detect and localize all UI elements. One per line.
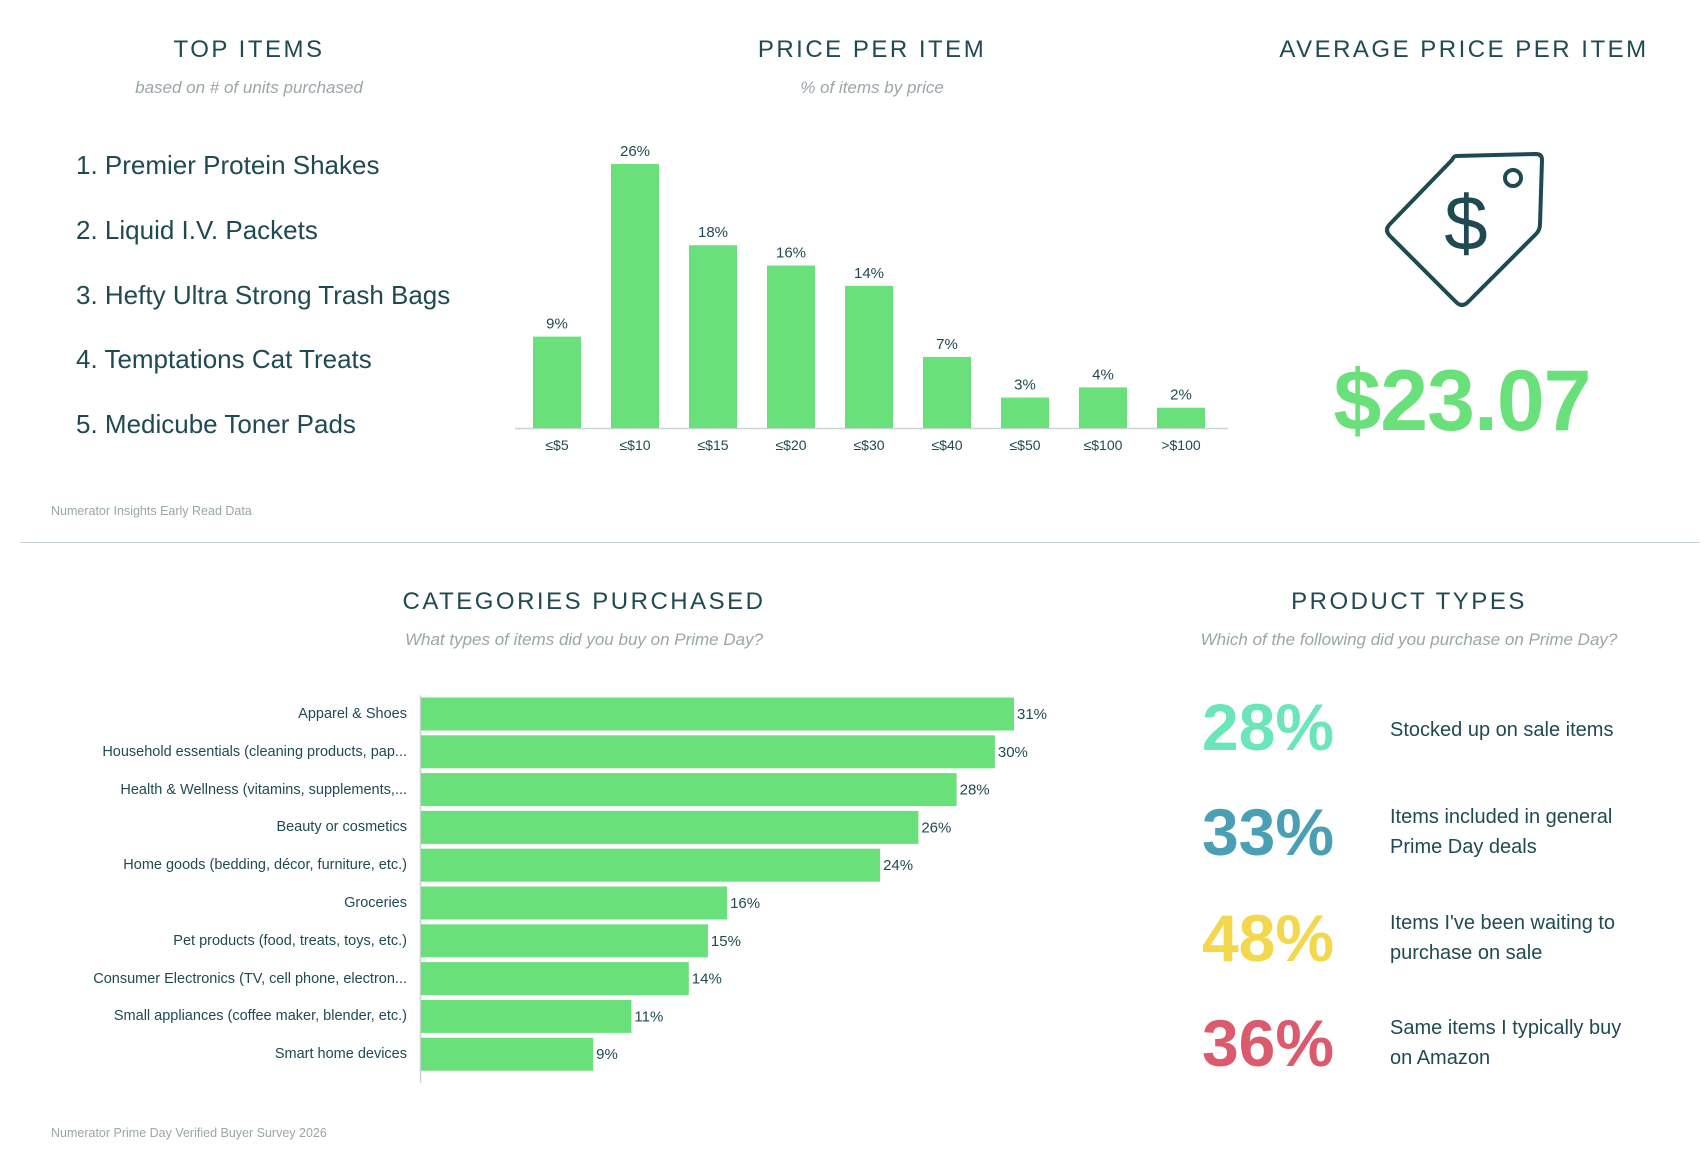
category-bar-value-label: 31%	[1017, 706, 1047, 723]
top-item-1: 1. Premier Protein Shakes	[76, 150, 380, 180]
category-bar	[421, 886, 728, 920]
price-bar	[923, 356, 971, 428]
price-category-label: ≤$5	[545, 437, 568, 453]
price-category-label: ≤$20	[775, 437, 806, 453]
svg-text:$: $	[1444, 179, 1487, 267]
product-type-4-text: Same items I typically buy on Amazon	[1390, 1017, 1622, 1069]
product-type-3-pct: 48%	[1201, 901, 1335, 975]
category-bar-value-label: 15%	[711, 933, 741, 950]
category-bar-value-label: 16%	[730, 895, 760, 912]
price-bar-value-label: 26%	[620, 143, 650, 160]
price-bar	[845, 285, 893, 428]
top-items-subtitle: based on # of units purchased	[135, 78, 363, 97]
top-item-5: 5. Medicube Toner Pads	[76, 409, 356, 439]
product-type-1-pct: 28%	[1201, 690, 1335, 764]
price-bar-value-label: 14%	[854, 265, 884, 282]
price-per-item-subtitle: % of items by price	[800, 78, 944, 97]
product-type-4-pct: 36%	[1201, 1006, 1335, 1080]
categories-source: Numerator Prime Day Verified Buyer Surve…	[51, 1126, 327, 1140]
categories-chart: 31% 30% 28% 26% 24% 16% 15% 14% 11% 9%	[419, 695, 1047, 1083]
price-bar	[1079, 387, 1127, 428]
product-type-1-text: Stocked up on sale items	[1390, 719, 1614, 741]
categories-subtitle: What types of items did you buy on Prime…	[404, 630, 764, 649]
price-bar	[611, 164, 659, 428]
top-item-3: 3. Hefty Ultra Strong Trash Bags	[76, 280, 451, 310]
category-bar	[421, 999, 632, 1033]
category-bar-value-label: 30%	[998, 744, 1028, 761]
price-bar-value-label: 3%	[1014, 377, 1036, 394]
average-price-value: $23.07	[1333, 353, 1591, 449]
category-label: Beauty or cosmetics	[276, 819, 407, 836]
price-bar-value-label: 16%	[776, 245, 806, 262]
price-category-label: ≤$10	[619, 437, 650, 453]
top-item-2: 2. Liquid I.V. Packets	[76, 215, 318, 245]
category-bar-value-label: 28%	[960, 782, 990, 799]
price-bar-value-label: 7%	[936, 336, 958, 353]
category-bar	[421, 848, 881, 882]
price-category-label: ≤$50	[1009, 437, 1040, 453]
price-per-item-chart: 9% ≤$5 26% ≤$10 18% ≤$15 16% ≤$20 14% ≤$30 7% ≤$40 3…	[515, 143, 1228, 453]
price-bar	[1157, 407, 1205, 428]
category-bar-value-label: 9%	[596, 1046, 618, 1063]
category-label: Smart home devices	[274, 1046, 407, 1063]
product-type-2-pct: 33%	[1201, 795, 1335, 869]
price-tag-dollar-icon: $	[1385, 152, 1544, 307]
category-label: Health & Wellness (vitamins, supplements…	[120, 781, 407, 798]
average-price-title: AVERAGE PRICE PER ITEM	[1279, 36, 1649, 63]
category-label: Pet products (food, treats, toys, etc.)	[173, 932, 407, 949]
category-label: Groceries	[344, 895, 407, 911]
category-bar	[421, 773, 957, 807]
price-bar	[1001, 397, 1049, 428]
product-type-3-text: Items I've been waiting to purchase on s…	[1390, 912, 1616, 964]
price-bar	[533, 336, 581, 428]
price-category-label: ≤$15	[697, 437, 728, 453]
price-bar-value-label: 4%	[1092, 366, 1114, 383]
price-bar	[689, 245, 737, 428]
category-bar	[421, 697, 1014, 731]
categories-title: CATEGORIES PURCHASED	[402, 588, 766, 615]
category-label: Home goods (bedding, décor, furniture, e…	[123, 857, 407, 874]
price-bar	[767, 265, 815, 428]
category-bar	[421, 924, 708, 958]
category-label: Apparel & Shoes	[298, 706, 407, 722]
top-items-title: TOP ITEMS	[173, 36, 325, 63]
price-category-label: >$100	[1161, 437, 1201, 453]
product-types-subtitle: Which of the following did you purchase …	[1200, 630, 1618, 649]
price-bar-value-label: 9%	[546, 316, 568, 333]
price-category-label: ≤$100	[1084, 437, 1123, 453]
category-bar	[421, 735, 995, 769]
category-bar	[421, 810, 919, 844]
price-per-item-title: PRICE PER ITEM	[757, 36, 987, 63]
price-bar-value-label: 2%	[1170, 387, 1192, 404]
category-bar-value-label: 26%	[921, 819, 951, 836]
category-bar-value-label: 14%	[692, 971, 722, 988]
category-label: Consumer Electronics (TV, cell phone, el…	[93, 970, 407, 987]
price-category-label: ≤$30	[853, 437, 884, 453]
category-bar-value-label: 11%	[634, 1008, 663, 1025]
product-types-title: PRODUCT TYPES	[1291, 588, 1527, 615]
category-bar	[421, 962, 689, 996]
category-bar	[421, 1037, 594, 1071]
price-category-label: ≤$40	[931, 437, 962, 453]
category-bar-value-label: 24%	[883, 857, 913, 874]
section-divider	[20, 542, 1700, 543]
top-item-4: 4. Temptations Cat Treats	[76, 344, 372, 374]
price-bar-value-label: 18%	[698, 224, 728, 241]
category-label: Household essentials (cleaning products,…	[102, 743, 407, 760]
product-type-2-text: Items included in general Prime Day deal…	[1390, 806, 1613, 858]
category-label: Small appliances (coffee maker, blender,…	[113, 1008, 407, 1025]
top-items-source: Numerator Insights Early Read Data	[51, 504, 252, 518]
